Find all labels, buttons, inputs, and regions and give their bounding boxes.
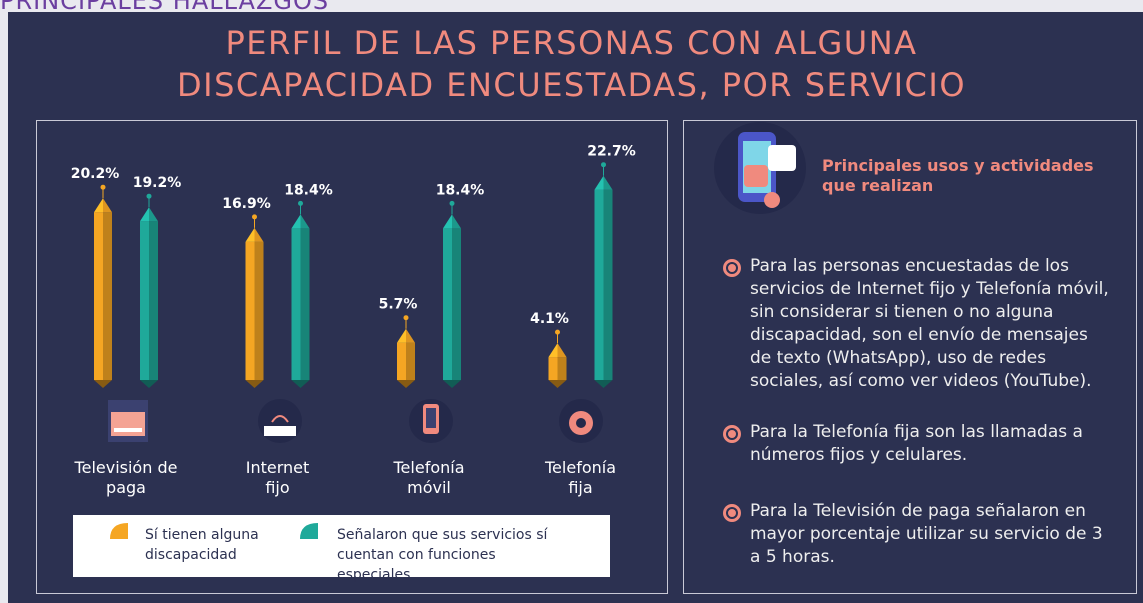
chart-panel — [36, 120, 668, 594]
bar-top-left — [245, 227, 255, 242]
bar-pin-dot — [555, 329, 560, 335]
background — [8, 12, 1143, 603]
bar — [94, 184, 112, 388]
bar-left — [140, 221, 149, 380]
x-tick-label: Telefonía móvil — [393, 458, 465, 497]
bar-foot — [140, 380, 158, 388]
legend: Sí tienen alguna discapacidad Señalaron … — [73, 515, 610, 583]
side-hash — [744, 165, 768, 187]
bar-top-right — [300, 214, 310, 229]
bullet-dot — [726, 428, 738, 440]
bar-left — [548, 357, 558, 380]
bar-right — [254, 241, 264, 380]
bar-foot — [245, 380, 264, 388]
bar-left — [443, 228, 452, 380]
bar-left — [94, 212, 103, 380]
bar-pin-dot — [100, 184, 106, 190]
bar — [594, 162, 613, 388]
bar-right — [406, 342, 415, 380]
bar-top-right — [452, 214, 461, 229]
bar-pin-dot — [449, 200, 455, 206]
bar-pin-dot — [146, 193, 152, 199]
bar-top-right — [603, 175, 613, 190]
bullet-text: Para las personas encuestadas de los ser… — [750, 256, 1109, 391]
phone-center — [576, 418, 586, 428]
bar-top-left — [397, 328, 406, 343]
bar-left — [397, 342, 406, 380]
bar-foot — [594, 380, 613, 388]
bar-foot — [94, 380, 112, 388]
bar-foot — [291, 380, 310, 388]
bar — [548, 329, 567, 388]
bar-pin-dot — [403, 315, 409, 321]
side-panel — [683, 120, 1137, 594]
bar-top-left — [548, 343, 558, 358]
value-label: 19.2% — [133, 175, 182, 191]
bar — [245, 214, 264, 388]
x-tick-label: Telefonía fija — [545, 458, 616, 497]
bar-right — [300, 228, 310, 380]
bar-top-left — [140, 207, 149, 222]
bar-pin-dot — [298, 200, 303, 206]
bar-right — [452, 228, 461, 380]
mobile-screen — [426, 408, 436, 428]
value-label: 16.9% — [222, 196, 271, 212]
bullet-text: Para la Televisión de paga señalaron en … — [750, 501, 1103, 567]
bar-left — [594, 189, 604, 380]
x-tick-label: Internet fijo — [245, 458, 310, 497]
value-label: 18.4% — [284, 182, 333, 198]
side-like — [768, 145, 796, 171]
bar — [291, 200, 310, 388]
bar — [140, 193, 158, 388]
legend-swatches — [110, 523, 318, 539]
router-body — [264, 426, 296, 436]
bar — [443, 200, 461, 388]
legend-swatch — [300, 523, 318, 539]
bullet-dot — [726, 262, 738, 274]
bar-pin-dot — [601, 162, 606, 168]
bar-pin-dot — [252, 214, 257, 220]
bar-right — [557, 357, 567, 380]
bar-top-left — [594, 175, 604, 190]
bar-foot — [443, 380, 461, 388]
value-label: 22.7% — [587, 144, 636, 160]
bar-top-right — [406, 328, 415, 343]
bar-foot — [397, 380, 415, 388]
router-wifi — [271, 415, 289, 423]
icons — [108, 122, 806, 443]
bar-foot — [548, 380, 567, 388]
bar-right — [149, 221, 158, 380]
bar-top-right — [557, 343, 567, 358]
legend-label: Sí tienen alguna discapacidad — [145, 527, 259, 563]
tv-screen — [111, 412, 145, 436]
bar-left — [245, 241, 255, 380]
bar-right — [603, 189, 613, 380]
tv-slot — [114, 428, 142, 432]
bar-right — [103, 212, 112, 380]
bar-left — [291, 228, 301, 380]
bar-top-right — [149, 207, 158, 222]
bar-top-right — [254, 227, 264, 242]
value-label: 20.2% — [71, 166, 120, 182]
bullet-text: Para la Telefonía fija son las llamadas … — [750, 422, 1083, 465]
bar-top-left — [94, 198, 103, 213]
value-label: 18.4% — [436, 182, 485, 198]
legend-label: Señalaron que sus servicios sí cuentan c… — [337, 527, 548, 583]
side-heading: Principales usos y actividades que reali… — [822, 156, 1094, 195]
value-label: 4.1% — [530, 311, 569, 327]
section-header: PRINCIPALES HALLAZGOS — [0, 0, 330, 15]
bar-top-right — [103, 198, 112, 213]
value-label: 5.7% — [379, 297, 418, 313]
side-heart — [764, 192, 780, 208]
bullet-dot — [726, 507, 738, 519]
legend-swatch — [110, 523, 128, 539]
router-icon — [258, 399, 302, 443]
chart-title: PERFIL DE LAS PERSONAS CON ALGUNA DISCAP… — [177, 24, 966, 104]
bar-top-left — [443, 214, 452, 229]
bar — [397, 315, 415, 388]
bar-top-left — [291, 214, 301, 229]
x-tick-label: Televisión de paga — [74, 458, 178, 497]
